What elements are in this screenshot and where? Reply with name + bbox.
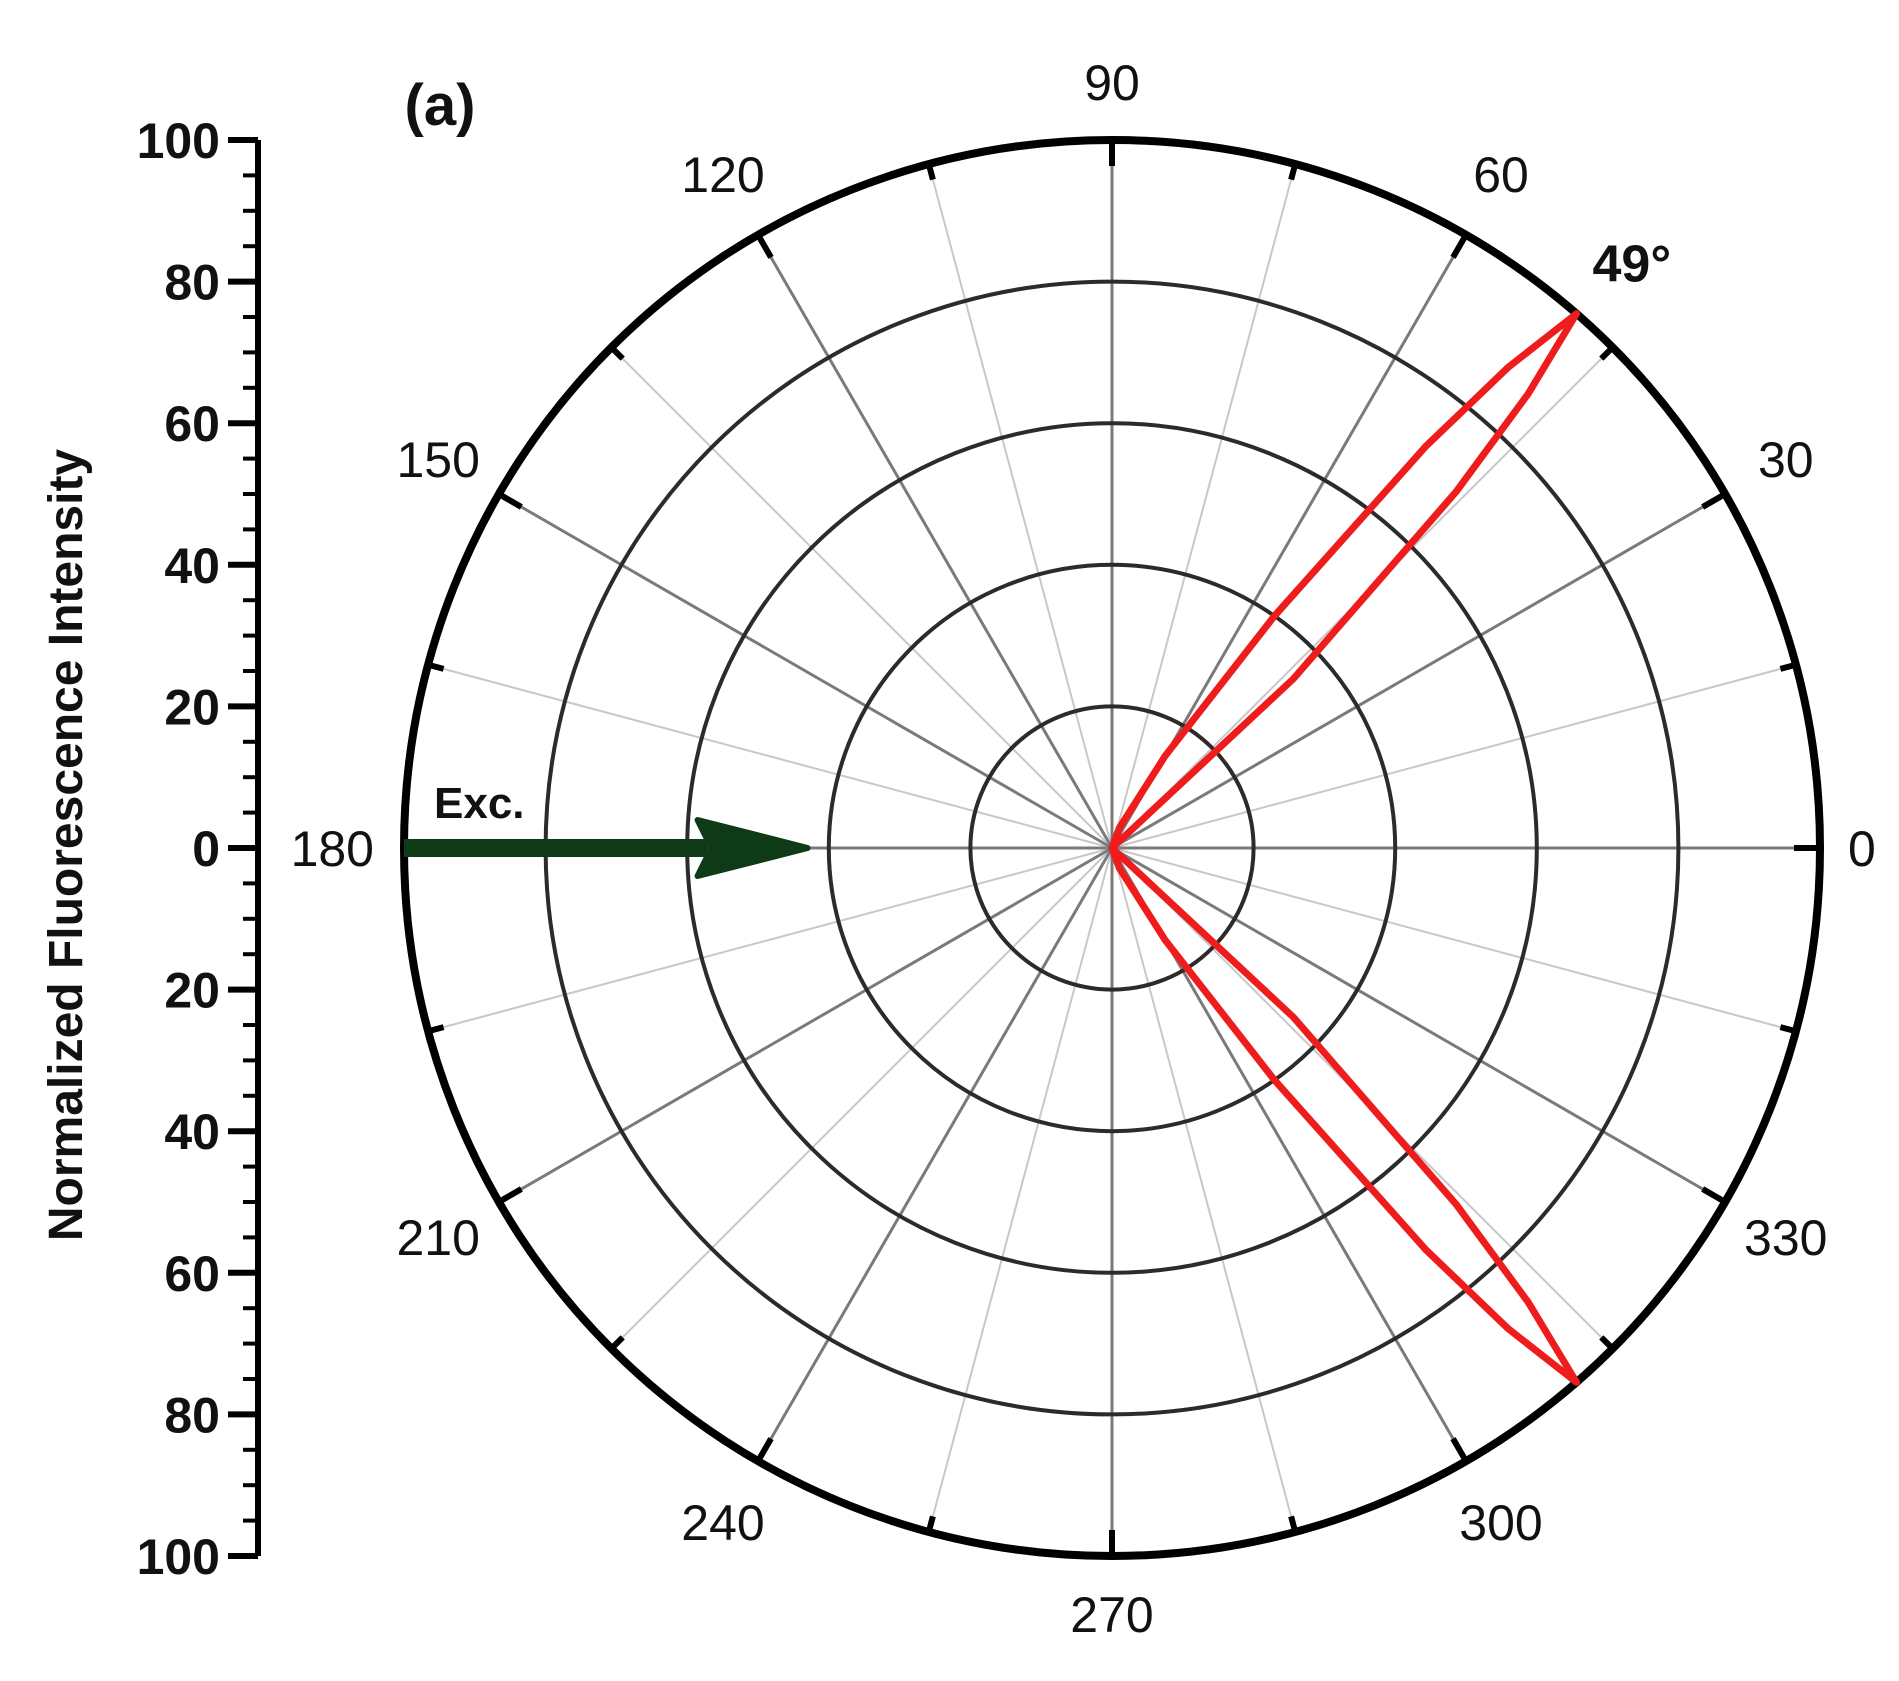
major-spoke bbox=[498, 492, 1113, 850]
major-spoke bbox=[1111, 492, 1726, 850]
angle-label: 120 bbox=[681, 147, 764, 203]
major-spoke bbox=[1111, 846, 1726, 1204]
angle-label: 240 bbox=[681, 1495, 764, 1551]
angle-label: 210 bbox=[397, 1210, 480, 1266]
angle-tick bbox=[1779, 661, 1797, 672]
radial-tick-label: 80 bbox=[164, 1387, 220, 1443]
radial-tick-label: 40 bbox=[164, 1104, 220, 1160]
excitation-arrow-head bbox=[694, 817, 811, 879]
radial-tick-label: 100 bbox=[137, 1529, 220, 1585]
angle-tick bbox=[1288, 163, 1299, 181]
angle-tick bbox=[609, 1335, 625, 1351]
minor-spoke bbox=[927, 163, 1113, 849]
angle-label: 0 bbox=[1848, 821, 1876, 877]
angle-tick bbox=[925, 163, 936, 181]
major-spoke bbox=[756, 847, 1114, 1462]
angle-tick bbox=[497, 491, 523, 510]
minor-spoke bbox=[610, 346, 1113, 849]
grid-ring bbox=[968, 704, 1256, 992]
angle-tick bbox=[1450, 1437, 1469, 1463]
angle-label: 300 bbox=[1459, 1495, 1542, 1551]
angle-tick bbox=[427, 661, 445, 672]
radial-tick-label: 80 bbox=[164, 255, 220, 311]
minor-spoke bbox=[1111, 847, 1797, 1033]
major-spoke bbox=[756, 234, 1114, 849]
minor-spoke bbox=[927, 847, 1113, 1533]
minor-spoke bbox=[427, 847, 1113, 1033]
radial-tick-label: 60 bbox=[164, 396, 220, 452]
minor-spoke bbox=[1111, 663, 1797, 849]
angle-tick bbox=[1701, 491, 1727, 510]
angle-label: 60 bbox=[1473, 147, 1529, 203]
annotation-label: Exc. bbox=[434, 779, 525, 828]
radial-tick-label: 20 bbox=[164, 679, 220, 735]
radial-tick-label: 100 bbox=[137, 113, 220, 169]
angle-label: 270 bbox=[1070, 1587, 1153, 1643]
radial-tick-label: 20 bbox=[164, 963, 220, 1019]
angle-label: 150 bbox=[397, 432, 480, 488]
angle-tick bbox=[755, 1437, 774, 1463]
radial-tick-label: 0 bbox=[192, 821, 220, 877]
minor-spoke bbox=[427, 663, 1113, 849]
labels: 0 30 60 90 120 150 180 210 240 270 300 330 49° Exc. bbox=[291, 55, 1876, 1643]
minor-spoke bbox=[610, 847, 1113, 1350]
angle-tick bbox=[1450, 233, 1469, 259]
angle-tick bbox=[1599, 1335, 1615, 1351]
excitation-arrow bbox=[404, 817, 811, 879]
angle-tick bbox=[1701, 1186, 1727, 1205]
panel-label: (a) bbox=[405, 73, 476, 138]
y-axis-label: Normalized Fluorescence Intensity bbox=[40, 449, 93, 1242]
radial-axis: 100 80 60 40 20 0 20 40 60 80 100 bbox=[137, 113, 261, 1585]
angle-label: 180 bbox=[291, 821, 374, 877]
angle-tick bbox=[925, 1515, 936, 1533]
angle-label: 330 bbox=[1744, 1210, 1827, 1266]
annotation-label: 49° bbox=[1592, 236, 1671, 294]
radial-tick-label: 40 bbox=[164, 538, 220, 594]
angle-tick bbox=[427, 1024, 445, 1035]
angle-tick bbox=[1288, 1515, 1299, 1533]
angle-tick bbox=[1599, 345, 1615, 361]
major-spoke bbox=[498, 846, 1113, 1204]
angle-tick bbox=[609, 345, 625, 361]
data-series bbox=[1108, 310, 1580, 1386]
radial-tick-label: 60 bbox=[164, 1246, 220, 1302]
grid-ring bbox=[826, 562, 1398, 1134]
angle-tick bbox=[497, 1186, 523, 1205]
angle-label: 30 bbox=[1758, 432, 1814, 488]
series-layer bbox=[1108, 310, 1580, 1386]
minor-spoke bbox=[1111, 163, 1297, 849]
angle-label: 90 bbox=[1084, 55, 1140, 111]
angle-tick bbox=[755, 233, 774, 259]
minor-spoke bbox=[1111, 847, 1297, 1533]
angle-tick bbox=[1779, 1024, 1797, 1035]
